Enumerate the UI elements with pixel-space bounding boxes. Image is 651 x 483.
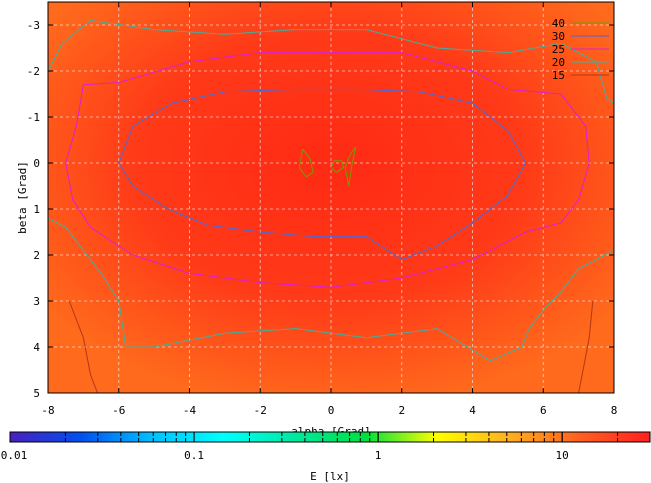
y-axis-label: beta [Grad] xyxy=(16,161,29,234)
contour-line-40 xyxy=(330,160,344,173)
colorbar-tick-label: 0.01 xyxy=(1,449,28,462)
contour-line-15 xyxy=(68,300,98,394)
x-tick-label: 2 xyxy=(398,404,405,417)
contour-line-25 xyxy=(65,52,590,288)
x-axis-ticks: -8 -6 -4 -2 0 2 4 6 8 xyxy=(41,2,617,417)
legend-label: 15 xyxy=(552,69,565,82)
y-tick-label: 3 xyxy=(33,295,40,308)
colorbar-ticks: 0.01 0.1 1 10 xyxy=(1,432,651,462)
legend-label: 40 xyxy=(552,17,565,30)
x-tick-label: -6 xyxy=(112,404,125,417)
contour-lines xyxy=(47,19,615,394)
colorbar-panel: 0.01 0.1 1 10 E [lx] xyxy=(1,431,651,483)
contour-line-20 xyxy=(47,217,615,362)
colorbar-tick-label: 10 xyxy=(556,449,569,462)
colorbar-tick-label: 0.1 xyxy=(184,449,204,462)
grid xyxy=(48,2,614,393)
legend-label: 25 xyxy=(552,43,565,56)
legend-label: 20 xyxy=(552,56,565,69)
y-tick-label: 2 xyxy=(33,249,40,262)
colorbar-tick-label: 1 xyxy=(375,449,382,462)
contour-line-15 xyxy=(578,300,594,394)
x-tick-label: 0 xyxy=(328,404,335,417)
x-tick-label: -4 xyxy=(183,404,197,417)
contour-line-40 xyxy=(344,146,357,187)
y-tick-label: 0 xyxy=(33,157,40,170)
colorbar-label: E [lx] xyxy=(310,470,350,483)
x-tick-label: -2 xyxy=(254,404,267,417)
y-tick-label: -3 xyxy=(27,19,40,32)
x-tick-label: 6 xyxy=(540,404,547,417)
y-tick-label: 4 xyxy=(33,341,40,354)
y-tick-label: 5 xyxy=(33,387,40,400)
y-axis-ticks: -3 -2 -1 0 1 2 3 4 5 xyxy=(27,19,614,400)
contour-line-40 xyxy=(298,148,314,178)
x-tick-label: -8 xyxy=(41,404,54,417)
y-tick-label: 1 xyxy=(33,203,40,216)
contour-line-30 xyxy=(118,88,527,261)
x-tick-label: 4 xyxy=(469,404,476,417)
y-tick-label: -2 xyxy=(27,65,40,78)
x-tick-label: 8 xyxy=(611,404,618,417)
legend-label: 30 xyxy=(552,30,565,43)
y-tick-label: -1 xyxy=(27,111,40,124)
